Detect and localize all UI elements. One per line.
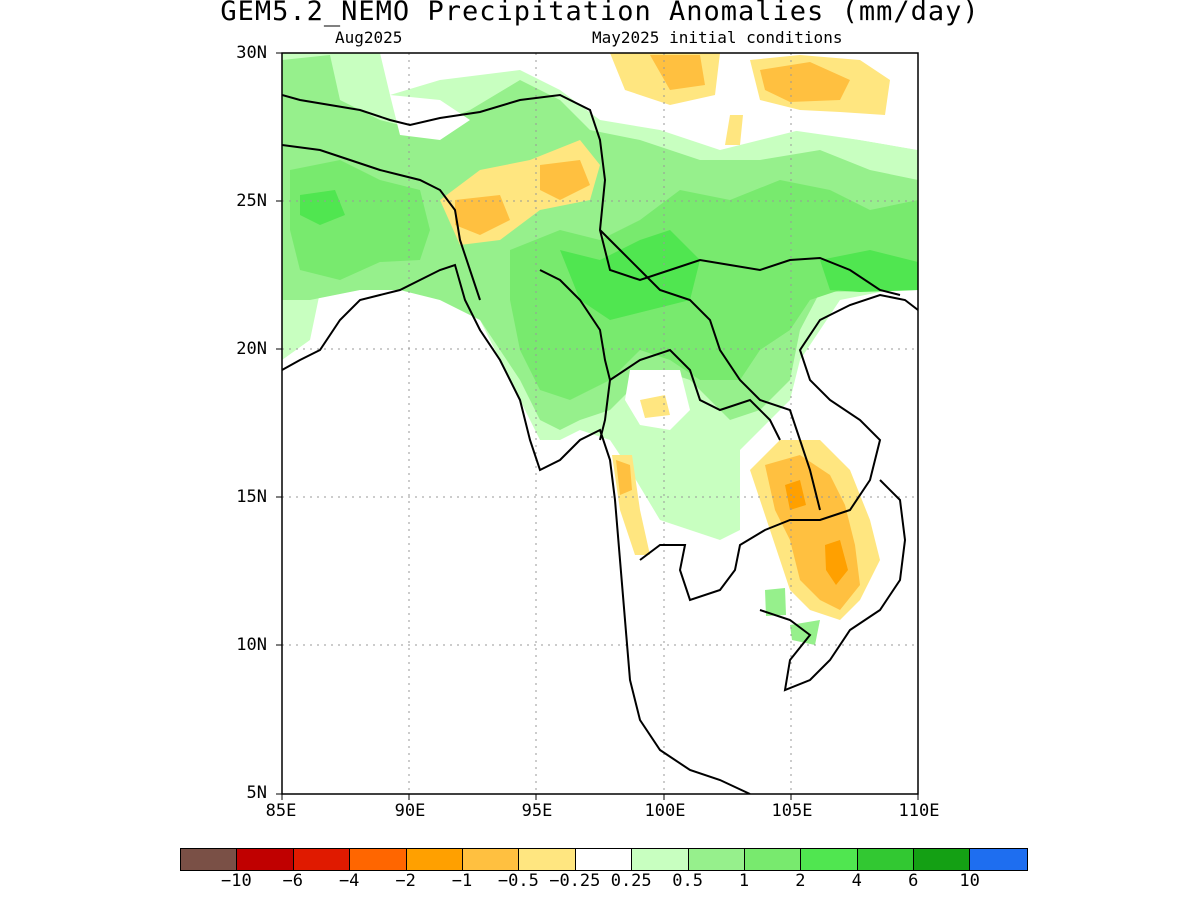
lat-label-15n: 15N [236,487,267,507]
colorbar-label: 6 [908,871,919,891]
colorbar-swatch [406,849,463,870]
colorbar-label: −0.25 [549,871,601,891]
colorbar-swatch [237,849,294,870]
colorbar-swatch [688,849,745,870]
colorbar-label: −10 [221,871,252,891]
colorbar-label: −6 [282,871,304,891]
subtitle-month: Aug2025 [335,28,403,47]
lon-label-85e: 85E [265,801,297,821]
grid-lines [282,53,918,794]
lat-label-10n: 10N [236,635,267,655]
colorbar-swatch [914,849,971,870]
lat-label-25n: 25N [236,191,267,211]
lon-label-105e: 105E [771,801,813,821]
colorbar-label: 0.5 [672,871,703,891]
colorbar-label: 0.25 [610,871,652,891]
anomaly-layer [282,53,918,645]
coastlines-borders [282,93,918,794]
colorbar-swatch [632,849,689,870]
anomaly-region-neg-strong [785,480,848,585]
colorbar-swatch [519,849,576,870]
anomaly-region-strong-green [300,190,918,320]
lon-label-95e: 95E [521,801,553,821]
colorbar-label: 10 [959,871,980,891]
colorbar-label: −4 [338,871,360,891]
anomaly-region-south-green [765,588,820,645]
lon-label-110e: 110E [898,801,940,821]
axis-ticks [276,52,919,800]
map-frame [281,52,919,795]
colorbar-swatch [575,849,633,870]
colorbar-swatch [293,849,351,870]
colorbar-label: 2 [795,871,806,891]
colorbar-label: −1 [451,871,473,891]
colorbar-label: 4 [851,871,862,891]
lon-label-100e: 100E [644,801,686,821]
colorbar-swatch [350,849,407,870]
colorbar-swatch [857,849,915,870]
lat-label-30n: 30N [236,43,267,63]
colorbar-label: 1 [738,871,750,891]
chart-title: GEM5.2_NEMO Precipitation Anomalies (mm/… [220,0,980,27]
lat-label-5n: 5N [246,783,267,803]
colorbar-swatch [970,849,1027,870]
colorbar-label: −2 [395,871,416,891]
colorbar [180,848,1028,871]
anomaly-region-neg-moderate [455,55,860,610]
lat-label-20n: 20N [236,339,267,359]
subtitle-initial-conditions: May2025 initial conditions [592,28,843,47]
colorbar-swatch [181,849,238,870]
colorbar-swatch [801,849,858,870]
colorbar-label: −0.5 [497,871,539,891]
colorbar-swatch [744,849,802,870]
colorbar-swatch [462,849,520,870]
lon-label-90e: 90E [394,801,426,821]
